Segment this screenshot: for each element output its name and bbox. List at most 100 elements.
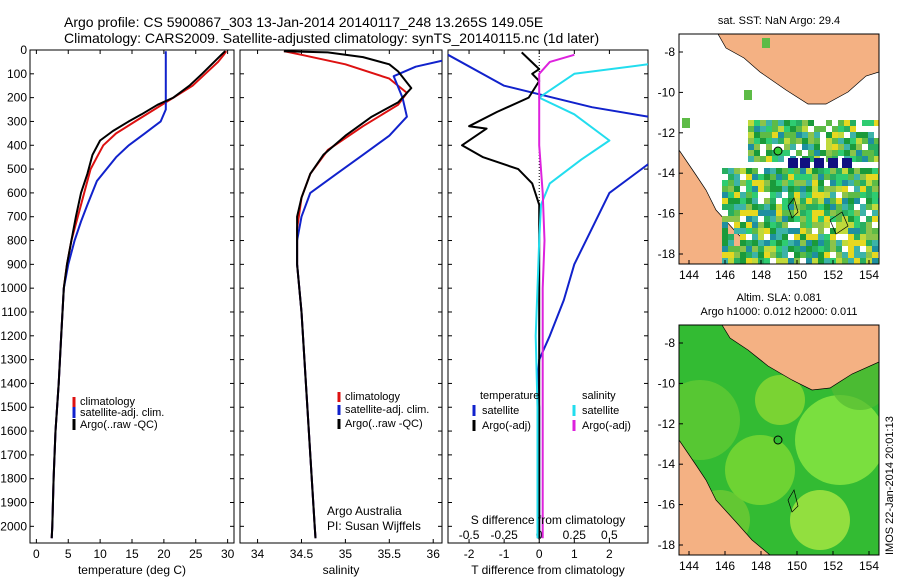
sst-cell (866, 228, 872, 234)
sst-cell (850, 144, 856, 150)
sst-cell (752, 234, 758, 240)
sst-cell (812, 174, 818, 180)
sst-cell (734, 258, 740, 264)
sst-cell (788, 258, 794, 264)
sst-cell (764, 204, 770, 210)
sst-cell (772, 156, 778, 162)
sst-cell (770, 234, 776, 240)
depth-tick-labels: 0 100 200 300 400 500 600 700 800 900 1000 1100 1200… (0, 43, 27, 533)
sst-cell (802, 132, 808, 138)
sla-blob (755, 375, 805, 425)
sst-cell (790, 126, 796, 132)
sst-cell (770, 180, 776, 186)
sst-cell (766, 156, 772, 162)
sst-cell (854, 186, 860, 192)
x-tick-label: 20 (157, 547, 171, 561)
y-tick-label: 1900 (0, 496, 27, 510)
series-line-climatology (50, 50, 228, 539)
sst-cell (764, 186, 770, 192)
sst-cell (770, 168, 776, 174)
sst-cell (826, 144, 832, 150)
sst-cell (722, 240, 728, 246)
sst-cell (800, 222, 806, 228)
sst-cell (746, 180, 752, 186)
x-tick-label: 35 (339, 547, 353, 561)
sst-cell (748, 138, 754, 144)
watermark: IMOS 22-Jan-2014 20:01:13 (884, 416, 896, 555)
x-tick-label: 34 (251, 547, 265, 561)
sst-cell (806, 234, 812, 240)
sst-cell (766, 120, 772, 126)
sst-cell (854, 252, 860, 258)
sst-cell (784, 126, 790, 132)
sst-cell (830, 192, 836, 198)
sst-cell (868, 144, 874, 150)
x-tick-label: 0 (536, 547, 543, 561)
legend-s-satellite: satellite (582, 405, 619, 417)
y-tick-label: 700 (7, 210, 27, 224)
sst-cell (818, 258, 824, 264)
series-line-salinity-satellite (534, 63, 648, 539)
sst-cell (818, 180, 824, 186)
y-tick-label: 600 (7, 186, 27, 200)
sst-cell (824, 174, 830, 180)
sst-cell (874, 150, 879, 156)
sst-cell (812, 204, 818, 210)
sst-cell (796, 126, 802, 132)
sla-field (679, 350, 879, 550)
sst-cell (802, 126, 808, 132)
sst-cell (776, 252, 782, 258)
sst-cell (754, 156, 760, 162)
map-x-tick-label: 146 (715, 268, 735, 282)
sst-cell (806, 222, 812, 228)
sst-cell (752, 258, 758, 264)
map-y-tick-label: -10 (658, 85, 676, 99)
y-tick-label: 0 (20, 43, 27, 57)
sst-cell (790, 132, 796, 138)
sst-cell (758, 204, 764, 210)
sst-cell (856, 132, 862, 138)
sst-cell (794, 198, 800, 204)
sst-cell (806, 228, 812, 234)
sst-cell (830, 168, 836, 174)
sst-cell (866, 240, 872, 246)
sst-cell (752, 192, 758, 198)
sst-cell (770, 210, 776, 216)
sst-cell (842, 258, 848, 264)
sst-cell (722, 186, 728, 192)
sst-cell (818, 228, 824, 234)
y-tick-label: 400 (7, 138, 27, 152)
sst-cell (872, 252, 878, 258)
sst-cell (848, 180, 854, 186)
sst-cell (722, 168, 728, 174)
sst-cell (770, 240, 776, 246)
sst-cell (776, 258, 782, 264)
map-x-tick-label: 144 (679, 559, 699, 573)
sst-cell (802, 120, 808, 126)
sst-cell (760, 126, 766, 132)
y-tick-label: 900 (7, 257, 27, 271)
series-line-satellite-adj-clim- (50, 51, 167, 539)
sst-cell (848, 234, 854, 240)
sst-cell (836, 210, 842, 216)
sst-cell (838, 138, 844, 144)
sst-cell (772, 132, 778, 138)
sst-cell (766, 144, 772, 150)
sst-cell (800, 216, 806, 222)
temperature-lines (50, 50, 228, 539)
sst-cell (764, 240, 770, 246)
sst-cell (722, 222, 728, 228)
sst-cell (808, 144, 814, 150)
legend-s-argo: Argo(-adj) (582, 420, 631, 432)
sst-cell (844, 144, 850, 150)
sst-cell (722, 204, 728, 210)
x-tick-label: 35.5 (378, 547, 402, 561)
sst-cell (740, 228, 746, 234)
sst-cell (860, 234, 866, 240)
sst-cell (744, 90, 752, 100)
sst-cell (752, 210, 758, 216)
sst-cell (812, 168, 818, 174)
sst-map (679, 34, 879, 264)
sst-cell (794, 240, 800, 246)
sst-cell (740, 180, 746, 186)
